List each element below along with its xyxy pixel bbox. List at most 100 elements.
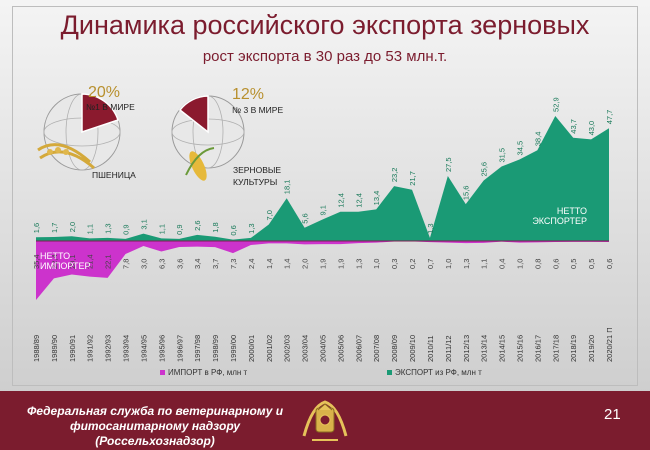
grain-label-line-2: КУЛЬТУРЫ [233,177,278,187]
x-tick-label: 2012/13 [462,335,471,362]
x-tick-label: 1989/90 [50,335,59,362]
x-tick-label: 2018/19 [569,335,578,362]
grain-globe-icon [171,95,245,181]
import-data-label: 7,8 [122,259,131,269]
wheat-rank-label: №1 В МИРЕ [86,102,135,112]
slide-frame [12,6,638,386]
export-import-chart: 1,6 35,4 1988/89 1,7 22,4 1989/90 2,0 20,1 1990/… [32,97,614,362]
export-data-label: 12,4 [354,193,363,208]
x-tick-label: 1994/95 [139,335,148,362]
export-data-label: 5,6 [301,213,310,223]
import-data-label: 0,6 [605,259,614,269]
x-tick-label: 2005/06 [336,335,345,362]
export-data-label: 3,1 [139,219,148,229]
export-data-label: 1,3 [426,223,435,233]
footer-line-1: Федеральная служба по ветеринарному и [26,404,284,418]
net-importer-annotation: НЕТТО [40,251,70,261]
export-data-label: 1,3 [247,223,256,233]
export-data-label: 1,8 [211,222,220,232]
x-tick-label: 1988/89 [32,335,41,362]
grain-label: ЗЕРНОВЫЕ КУЛЬТУРЫ [233,164,281,188]
export-data-label: 13,4 [372,191,381,206]
export-data-label: 18,1 [283,180,292,195]
x-tick-label: 2013/14 [480,335,489,362]
import-data-label: 1,1 [480,259,489,269]
x-tick-label: 2010/11 [426,335,435,362]
net-importer-annotation: ИМПОРТЕР [40,261,91,271]
legend-import-swatch [160,370,165,376]
import-data-label: 22,4 [50,254,59,269]
x-tick-label: 2007/08 [372,335,381,362]
legend-import: ИМПОРТ в РФ, млн т [160,368,247,377]
import-data-label: 3,4 [193,259,202,269]
net-exporter-annotation: НЕТТО [557,206,587,216]
import-data-label: 1,3 [462,259,471,269]
slide-title: Динамика российского экспорта зерновых [60,10,590,40]
x-tick-label: 2002/03 [283,335,292,362]
legend-export: ЭКСПОРТ из РФ, млн т [387,368,482,377]
export-data-label: 43,7 [569,119,578,134]
chart-areas [36,115,609,300]
import-data-label: 0,6 [551,259,560,269]
x-tick-label: 2004/05 [319,335,328,362]
import-data-label: 1,3 [354,259,363,269]
import-data-label: 22,1 [104,254,113,269]
import-data-label: 3,7 [211,259,220,269]
export-data-label: 1,7 [50,223,59,233]
x-tick-label: 2019/20 [587,335,596,362]
x-tick-label: 1996/97 [175,335,184,362]
export-data-label: 23,2 [390,168,399,183]
export-data-label: 0,9 [122,224,131,234]
import-data-label: 0,7 [426,259,435,269]
import-data-label: 0,2 [408,259,417,269]
import-data-label: 20,1 [68,254,77,269]
export-data-label: 7,0 [265,210,274,220]
x-tick-label: 1992/93 [104,335,113,362]
export-data-label: 9,1 [319,205,328,215]
import-data-label: 2,0 [301,259,310,269]
export-data-label: 2,6 [193,220,202,230]
import-data-label: 1,4 [265,259,274,269]
import-data-label: 1,0 [444,259,453,269]
footer-line-3: (Россельхознадзор) [95,434,215,448]
x-tick-label: 1995/96 [157,335,166,362]
import-data-label: 3,6 [175,259,184,269]
export-area [36,115,609,241]
export-data-label: 25,6 [480,162,489,177]
import-data-label: 35,4 [32,254,41,269]
import-data-label: 0,4 [498,259,507,269]
legend-import-label: ИМПОРТ в РФ, млн т [168,368,248,377]
x-tick-label: 2016/17 [533,335,542,362]
export-data-label: 2,0 [68,222,77,232]
import-data-label: 0,5 [587,259,596,269]
export-data-label: 1,3 [104,223,113,233]
import-data-label: 1,0 [372,259,381,269]
chart-labels: 1,6 35,4 1988/89 1,7 22,4 1989/90 2,0 20,1 1990/… [32,97,614,362]
export-data-label: 21,7 [408,171,417,186]
export-data-label: 0,9 [175,224,184,234]
export-data-label: 38,4 [533,132,542,147]
export-data-label: 47,7 [605,110,614,125]
export-data-label: 12,4 [336,193,345,208]
import-data-label: 1,9 [336,259,345,269]
export-data-label: 27,5 [444,157,453,172]
export-data-label: 1,6 [32,223,41,233]
x-tick-label: 1990/91 [68,335,77,362]
x-tick-label: 1991/92 [86,335,95,362]
import-data-label: 1,4 [283,259,292,269]
wheat-globe-icon [37,93,121,171]
footer-line-2: фитосанитарному надзору [69,419,241,433]
x-tick-label: 2017/18 [551,335,560,362]
import-data-label: 1,9 [319,259,328,269]
import-data-label: 0,3 [390,259,399,269]
export-data-label: 15,6 [462,186,471,201]
x-tick-label: 2020/21 П [605,327,614,362]
x-tick-label: 2003/04 [301,335,310,362]
import-area [36,241,609,300]
export-data-label: 0,6 [229,225,238,235]
slide-subtitle: рост экспорта в 30 раз до 53 млн.т. [202,48,448,65]
import-data-label: 2,4 [247,259,256,269]
x-tick-label: 1999/00 [229,335,238,362]
import-data-label: 21,4 [86,254,95,269]
agency-emblem-icon [302,400,348,441]
